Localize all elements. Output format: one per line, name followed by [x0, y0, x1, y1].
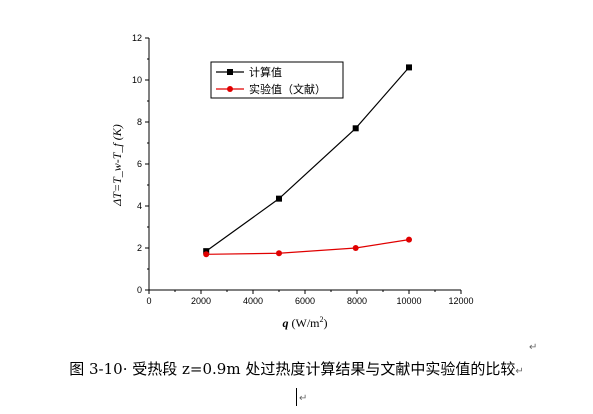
series-line-0	[205, 67, 410, 252]
x-axis-unit-exponent: 2	[320, 315, 324, 324]
paragraph-mark-icon: ↵	[515, 366, 524, 377]
data-point	[276, 195, 282, 202]
data-point	[203, 251, 210, 258]
x-tick-label: 10000	[396, 296, 421, 306]
text-cursor	[296, 388, 297, 406]
y-tick-label: 10	[132, 75, 142, 85]
chart-axes: 0 2000 4000 6000 8000 10000 12000 0 2 4 6 8 10 12	[132, 33, 474, 306]
y-tick-label: 8	[137, 117, 142, 127]
chart: 0 2000 4000 6000 8000 10000 12000 0 2 4 6 8 10 12 计算值…	[110, 33, 474, 330]
y-tick-label: 6	[137, 159, 142, 169]
legend-box	[210, 61, 344, 99]
series-line-1	[206, 239, 410, 255]
y-tick-label: 4	[137, 201, 142, 211]
y-tick-label: 2	[137, 243, 142, 253]
paragraph-mark-icon: ↵	[299, 393, 308, 404]
data-point	[406, 64, 412, 71]
x-axis-unit-close: )	[324, 316, 328, 330]
data-point	[276, 250, 282, 257]
data-point	[352, 125, 359, 132]
x-tick-label: 0	[146, 296, 151, 306]
y-tick-label: 0	[137, 285, 142, 295]
x-tick-label: 2000	[191, 296, 211, 306]
legend-label: 实验值（文献）	[249, 82, 326, 96]
legend-marker	[227, 86, 233, 92]
x-tick-label: 12000	[448, 296, 473, 306]
y-axis-label: ΔT=T_w-T_f (K)	[110, 124, 124, 207]
legend-label: 计算值	[249, 65, 282, 79]
legend-marker	[227, 69, 233, 75]
data-point	[203, 248, 210, 255]
x-tick-label: 8000	[347, 296, 367, 306]
x-axis-variable: q	[283, 316, 292, 330]
x-tick-label: 6000	[295, 296, 315, 306]
figure-caption: 图 3-10· 受热段 z=0.9m 处过热度计算结果与文献中实验值的比较↵	[0, 358, 593, 379]
data-point	[352, 245, 359, 251]
x-axis-unit: (W/m	[292, 316, 321, 330]
chart-series	[203, 64, 412, 258]
data-point	[406, 236, 412, 243]
y-tick-label: 12	[132, 33, 142, 43]
paragraph-mark-icon: ↵	[529, 342, 538, 353]
caption-text: 图 3-10· 受热段 z=0.9m 处过热度计算结果与文献中实验值的比较	[69, 360, 516, 378]
x-axis-label: q (W/m2)	[283, 315, 328, 330]
x-tick-label: 4000	[243, 296, 263, 306]
